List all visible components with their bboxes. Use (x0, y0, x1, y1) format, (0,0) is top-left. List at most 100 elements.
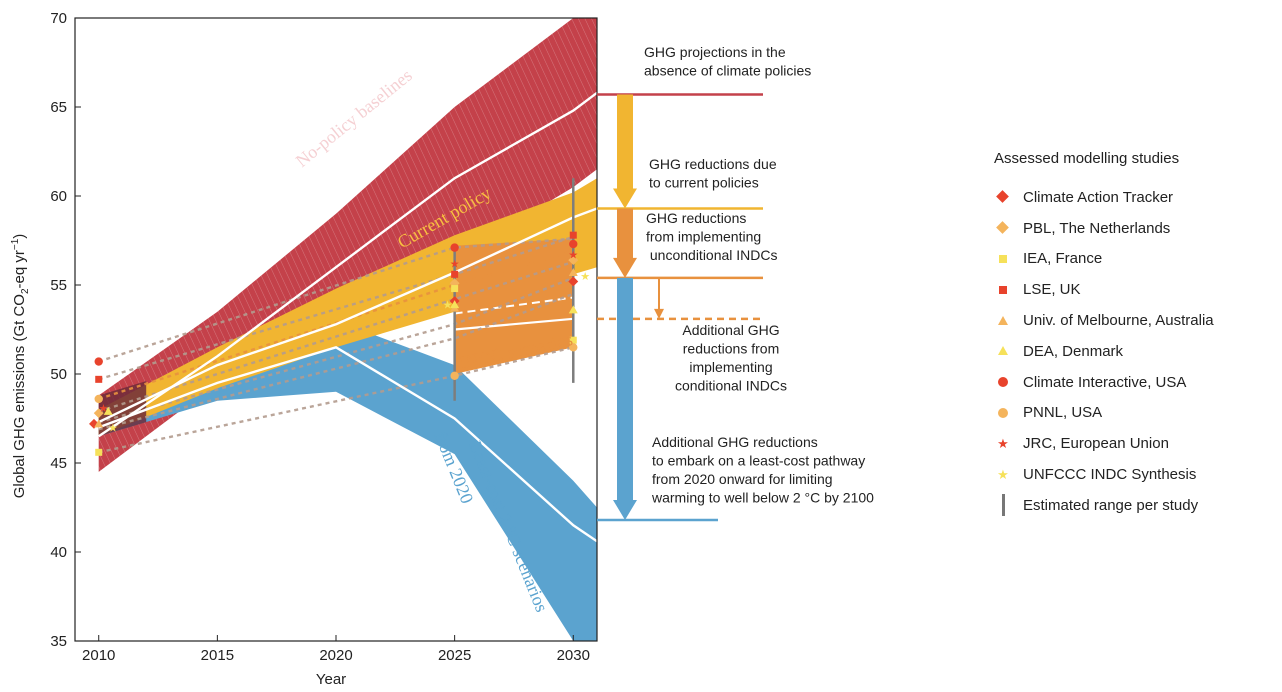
legend-item: ★ UNFCCC INDC Synthesis (994, 459, 1280, 490)
legend-item-label: PBL, The Netherlands (1023, 219, 1171, 237)
annotation-conditional-indc-line: Additional GHG (682, 322, 779, 338)
annotation-unconditional-indc-line: GHG reductions (646, 210, 746, 226)
study-point: ★ (568, 249, 578, 262)
arrow-unconditional-indc (613, 208, 637, 278)
arrow-least-cost (613, 277, 637, 520)
y-tick-label: 55 (50, 277, 67, 294)
y-tick-label: 45 (50, 455, 67, 472)
annotation-current-policies: GHG reductions due to current policies (649, 156, 777, 191)
y-tick-label: 50 (50, 366, 67, 383)
square-marker-icon (996, 252, 1010, 266)
legend-item-label: Estimated range per study (1023, 496, 1199, 514)
current-policy-band-median (98, 207, 597, 424)
y-tick-label: 35 (50, 633, 67, 650)
study-point (450, 371, 459, 380)
y-axis-label-superscript: −1 (10, 238, 21, 250)
study-point (94, 357, 103, 366)
annotation-conditional-indc-line: reductions from (683, 341, 779, 357)
study-point (94, 419, 104, 428)
y-axis-label-part: -eq yr (11, 250, 28, 288)
x-tick-label: 2010 (82, 647, 115, 664)
y-axis-label: Global GHG emissions (Gt CO2-eq yr−1) (10, 234, 31, 499)
legend-item: LSE, UK (994, 274, 1280, 305)
annotation-least-cost-line: warming to well below 2 °C by 2100 (651, 490, 874, 506)
legend-item: Univ. of Melbourne, Australia (994, 305, 1280, 336)
study-point (568, 268, 578, 277)
annotation-unconditional-indc: GHG reductions from implementing uncondit… (646, 210, 778, 263)
annotation-least-cost: Additional GHG reductions to embark on a … (651, 434, 874, 506)
legend-item-label: PNNL, USA (1023, 404, 1103, 422)
y-tick-label: 40 (50, 544, 67, 561)
bar-marker-icon (996, 494, 1010, 517)
annotation-least-cost-line: Additional GHG reductions (652, 434, 818, 450)
baseline-band-median (98, 91, 597, 438)
study-point (569, 231, 577, 239)
x-axis: 2010 2015 2020 2025 2030 (82, 635, 590, 664)
x-tick-label: 2020 (319, 647, 352, 664)
projection-dashed-line (98, 346, 574, 454)
arrow-conditional-indc-head (654, 308, 664, 319)
indc-dashed-median (454, 296, 574, 315)
projection-dashed-line (98, 292, 574, 431)
legend-item: Climate Action Tracker (994, 182, 1280, 213)
study-point (451, 285, 459, 293)
legend-item-label: IEA, France (1023, 250, 1103, 268)
annotation-least-cost-line: to embark on a least-cost pathway (652, 453, 865, 469)
annotation-conditional-indc-line: implementing (689, 359, 772, 375)
annotation-no-policy: GHG projections in the absence of climate… (644, 44, 811, 79)
legend-item-label: Climate Action Tracker (1023, 188, 1174, 206)
circle-marker-icon (996, 375, 1010, 389)
x-axis-label: Year (316, 671, 346, 688)
diamond-marker-icon (996, 221, 1010, 235)
annotation-conditional-indc-line: conditional INDCs (675, 378, 787, 394)
triangle-marker-icon (996, 314, 1010, 328)
least-cost-band-median (98, 345, 597, 543)
annotation-no-policy-line: absence of climate policies (644, 63, 811, 79)
study-point (95, 448, 103, 456)
annotation-unconditional-indc-line: unconditional INDCs (646, 247, 778, 263)
legend-item-label: UNFCCC INDC Synthesis (1023, 466, 1197, 484)
star-marker-icon: ★ (997, 466, 1009, 482)
y-axis-label-part: Global GHG emissions (Gt CO (11, 294, 28, 498)
reduction-panel: GHG projections in the absence of climate… (597, 44, 874, 522)
x-tick-label: 2030 (557, 647, 590, 664)
annotation-least-cost-line: from 2020 onward for limiting (652, 471, 833, 487)
legend-item-label: JRC, European Union (1023, 435, 1169, 453)
study-point: ★ (580, 270, 590, 283)
legend-item: Estimated range per study (994, 490, 1280, 521)
legend-title: Assessed modelling studies (994, 150, 1180, 167)
legend-item: DEA, Denmark (994, 336, 1280, 367)
diamond-marker-icon (996, 190, 1010, 204)
study-point: ★ (99, 402, 109, 415)
study-point: ★ (108, 421, 118, 434)
study-point: ★ (443, 299, 453, 312)
x-tick-label: 2015 (201, 647, 234, 664)
annotation-current-policies-line: to current policies (649, 175, 759, 191)
study-point (450, 243, 459, 252)
square-marker-icon (996, 283, 1010, 297)
x-tick-label: 2025 (438, 647, 471, 664)
legend-item: PBL, The Netherlands (994, 213, 1280, 244)
study-point (94, 394, 103, 404)
legend: Assessed modelling studies Climate Actio… (994, 150, 1280, 521)
y-axis-label-part: ) (11, 234, 28, 239)
annotation-no-policy-line: GHG projections in the (644, 44, 786, 60)
legend-item-label: DEA, Denmark (1023, 342, 1124, 360)
y-tick-label: 60 (50, 188, 67, 205)
legend-item: IEA, France (994, 244, 1280, 275)
study-point (568, 305, 578, 314)
y-tick-label: 65 (50, 99, 67, 116)
study-point (568, 276, 579, 287)
legend-item: Climate Interactive, USA (994, 367, 1280, 398)
study-point (103, 406, 113, 415)
study-point (569, 343, 578, 352)
study-point (568, 255, 579, 266)
projection-dashed-line (98, 260, 574, 413)
legend-items: Climate Action Tracker PBL, The Netherlan… (994, 182, 1280, 521)
least-cost-band (98, 320, 597, 641)
arrow-current-policies (613, 94, 637, 209)
legend-item: ★ JRC, European Union (994, 428, 1280, 459)
